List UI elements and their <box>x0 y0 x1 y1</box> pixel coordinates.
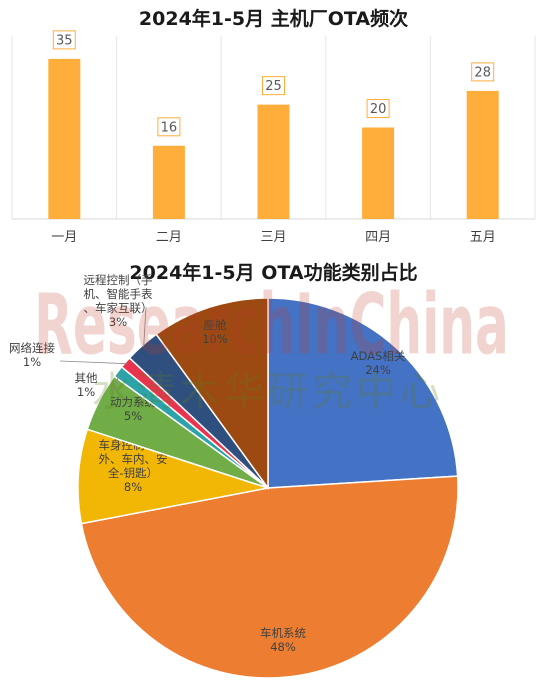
pie-slice-percent: 1% <box>23 355 41 369</box>
pie-slice-percent: 8% <box>124 480 142 494</box>
pie-slice-name: ADAS相关 <box>351 349 406 363</box>
pie-chart-title: 2024年1-5月 OTA功能类别占比 <box>129 262 418 284</box>
pie-slice-label: 车身控制（车外、车内、安全-钥匙）8% <box>99 438 168 494</box>
bar <box>362 127 395 219</box>
pie-slice-percent: 48% <box>270 640 296 654</box>
pie-leader-line <box>143 306 147 348</box>
pie-slice <box>267 297 459 489</box>
pie-slice-percent: 24% <box>365 363 391 377</box>
pie-slice-percent: 5% <box>124 409 142 423</box>
pie-slice-name: 动力系统 <box>110 395 156 409</box>
bar-chart-title: 2024年1-5月 主机厂OTA频次 <box>138 8 409 30</box>
pie-slice-percent: 3% <box>109 315 127 329</box>
pie-slice-percent: 1% <box>77 385 95 399</box>
bar-value-label-box <box>262 76 285 96</box>
pie-slice-percent: 10% <box>202 332 228 346</box>
pie-leader-line <box>113 372 120 392</box>
bar-value-label: 25 <box>265 79 282 94</box>
pie-slice-name: 机、智能手表 <box>84 287 153 301</box>
bar <box>466 90 499 220</box>
bar <box>152 145 185 219</box>
bar-value-label: 20 <box>370 102 387 117</box>
pie-slice <box>80 475 459 679</box>
x-tick-label: 五月 <box>470 230 496 245</box>
pie-leader-line <box>59 360 127 365</box>
pie-slice <box>120 356 269 489</box>
pie-slice-name: 车机系统 <box>260 626 306 640</box>
bar-value-label: 16 <box>161 120 178 135</box>
pie-slice-name: 座舱 <box>204 318 227 332</box>
bar-value-label-box <box>366 99 390 118</box>
x-tick-label: 四月 <box>365 230 391 245</box>
pie-slice-label: 其他1% <box>75 371 98 399</box>
pie-slice-name: 其他 <box>75 371 98 385</box>
pie-slice-name: 外、车内、安 <box>99 452 168 466</box>
pie-slice-name: 车身控制（车 <box>99 438 168 452</box>
pie-slice <box>86 375 269 489</box>
bar-value-label: 35 <box>56 33 73 48</box>
bar-value-label-box <box>52 30 76 50</box>
pie-slice <box>128 333 269 489</box>
bar-chart: 35 一月 16 二月 25 三月 20 四月 28 五月 <box>11 30 536 245</box>
pie-slice-name: 全-钥匙） <box>108 466 158 480</box>
watermark-line1: ResearchInChina <box>34 277 509 374</box>
bar-value-label-box <box>157 117 181 137</box>
watermark-line2: 水清木华研究中心 <box>92 369 444 415</box>
bar-value-label-box <box>471 62 495 82</box>
x-tick-label: 二月 <box>156 230 182 245</box>
bar <box>48 58 81 219</box>
pie-slice <box>155 297 269 491</box>
pie-slice <box>113 365 269 489</box>
pie-slice <box>77 428 269 525</box>
pie-slice-name: 、车家互联） <box>84 301 153 315</box>
x-tick-label: 三月 <box>260 230 286 245</box>
x-tick-label: 一月 <box>51 230 77 245</box>
bar <box>257 104 290 219</box>
pie-slice-name: 网络连接 <box>9 341 55 355</box>
bar-value-label: 28 <box>474 65 491 80</box>
